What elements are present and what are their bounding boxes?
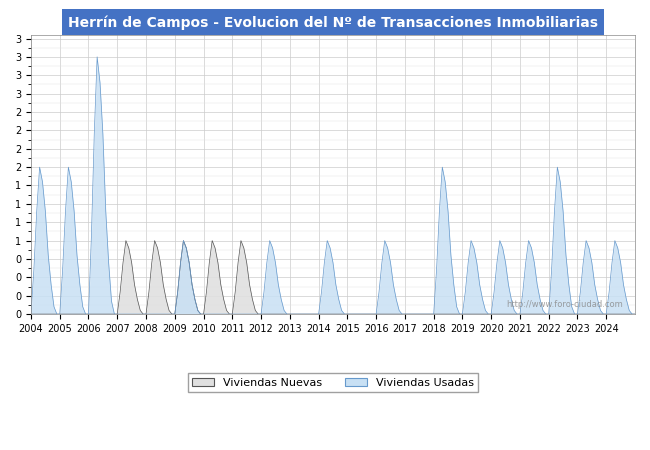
Title: Herrín de Campos - Evolucion del Nº de Transacciones Inmobiliarias: Herrín de Campos - Evolucion del Nº de T… xyxy=(68,15,598,30)
Legend: Viviendas Nuevas, Viviendas Usadas: Viviendas Nuevas, Viviendas Usadas xyxy=(188,374,478,392)
Text: http://www.foro-ciudad.com: http://www.foro-ciudad.com xyxy=(506,300,623,309)
